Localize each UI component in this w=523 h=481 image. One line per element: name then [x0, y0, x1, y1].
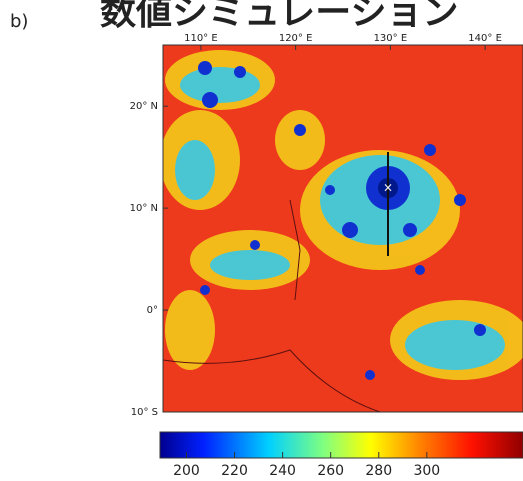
lon-tick-label: 140° E [468, 33, 502, 44]
colorbar-tick-label: 200 [173, 463, 200, 479]
colorbar [160, 432, 523, 458]
lon-tick-label: 130° E [374, 33, 408, 44]
lon-tick-label: 120° E [279, 33, 313, 44]
page: b) 数値シミュレーション × 110° E 120° E 130° E 140° E… [0, 0, 523, 481]
svg-text:×: × [383, 181, 393, 195]
map: × [160, 45, 523, 412]
figure: b) 数値シミュレーション × 110° E 120° E 130° E 140° E… [0, 0, 523, 481]
colorbar-tick-label: 280 [365, 463, 392, 479]
title: 数値シミュレーション [100, 0, 459, 33]
colorbar-tick-label: 300 [413, 463, 440, 479]
colorbar-tick-label: 240 [269, 463, 296, 479]
lat-tick-label: 20° N [130, 101, 158, 112]
lon-tick-label: 110° E [184, 33, 218, 44]
colorbar-tick-label: 220 [221, 463, 248, 479]
lat-tick-label: 0° [147, 305, 158, 316]
lat-tick-label: 10° S [131, 407, 158, 418]
lat-tick-label: 10° N [130, 203, 158, 214]
panel-label: b) [10, 11, 28, 32]
colorbar-tick-label: 260 [317, 463, 344, 479]
